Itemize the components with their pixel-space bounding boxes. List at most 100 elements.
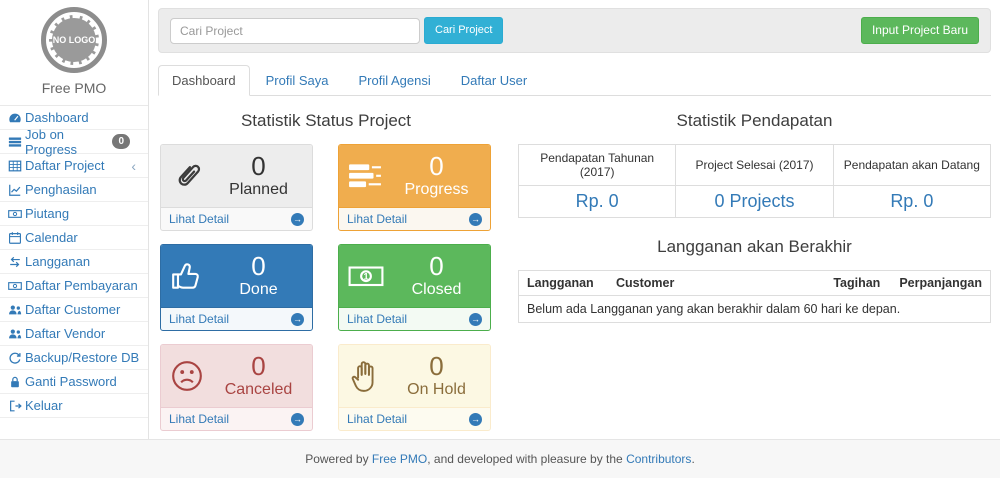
footer-text: , and developed with pleasure by the xyxy=(427,452,627,466)
sidebar-item-keluar[interactable]: Keluar xyxy=(0,394,148,418)
status-count: 0 xyxy=(251,251,266,282)
status-card-done: 0 Done Lihat Detail → xyxy=(160,244,313,332)
sidebar-item-daftar-pembayaran[interactable]: Daftar Pembayaran xyxy=(0,274,148,298)
column-header: Langganan xyxy=(517,270,608,297)
tab-daftar-user[interactable]: Daftar User xyxy=(460,73,528,89)
contributors-link[interactable]: Contributors xyxy=(626,452,692,466)
sidebar-item-langganan[interactable]: Langganan xyxy=(0,250,148,274)
sidebar-item-label: Daftar Pembayaran xyxy=(25,278,138,293)
status-card-planned: 0 Planned Lihat Detail → xyxy=(160,144,313,232)
sidebar-item-label: Daftar Project xyxy=(25,158,105,173)
status-card-canceled: 0 Canceled Lihat Detail → xyxy=(160,344,313,432)
income-section-title: Statistik Pendapatan xyxy=(676,111,833,131)
status-section: Statistik Status Project 0 Planned xyxy=(160,111,492,432)
sidebar-item-piutang[interactable]: Piutang xyxy=(0,202,148,226)
sidebar-item-backup-restore[interactable]: Backup/Restore DB xyxy=(0,346,148,370)
status-section-title: Statistik Status Project xyxy=(240,111,412,131)
subscription-section-title: Langganan akan Berakhir xyxy=(657,237,852,257)
no-logo-text: NO LOGO xyxy=(49,15,99,65)
footer-text: . xyxy=(691,452,695,466)
stat-header: Project Selesai (2017) xyxy=(675,144,834,187)
status-count: 0 xyxy=(429,151,444,182)
sidebar-menu: Dashboard Job on Progress 0 Daftar Proje… xyxy=(0,105,148,418)
status-count: 0 xyxy=(429,351,444,382)
status-count: 0 xyxy=(251,351,266,382)
sidebar-item-label: Calendar xyxy=(25,230,78,245)
arrow-circle-right-icon: → xyxy=(291,212,304,226)
sidebar-item-penghasilan[interactable]: Penghasilan xyxy=(0,178,148,202)
topbar: Cari Project Input Project Baru xyxy=(158,8,991,54)
search-button[interactable]: Cari Project xyxy=(424,17,504,45)
hand-icon xyxy=(348,359,392,393)
status-label: Closed xyxy=(411,281,462,299)
free-pmo-link[interactable]: Free PMO xyxy=(371,452,428,466)
column-header: Perpanjangan xyxy=(891,270,992,297)
status-label: Planned xyxy=(229,181,288,199)
brand-name: Free PMO xyxy=(41,80,107,96)
sidebar-item-label: Keluar xyxy=(25,398,63,413)
stat-header: Pendapatan Tahunan (2017) xyxy=(517,144,677,187)
arrow-circle-right-icon: → xyxy=(291,312,304,326)
no-logo-badge: NO LOGO xyxy=(41,7,107,73)
search-input[interactable] xyxy=(170,17,420,44)
sidebar-item-daftar-project[interactable]: Daftar Project ‹ xyxy=(0,154,148,178)
main-content: Cari Project Input Project Baru Dashboar… xyxy=(149,0,1000,439)
sidebar-item-calendar[interactable]: Calendar xyxy=(0,226,148,250)
empty-subscriptions-message: Belum ada Langganan yang akan berakhir d… xyxy=(518,295,991,324)
lock-icon xyxy=(8,375,25,389)
stat-value: 0 Projects xyxy=(675,185,834,219)
status-label: Canceled xyxy=(224,381,293,399)
table-icon xyxy=(8,159,25,173)
thumbs-up-icon xyxy=(170,259,214,293)
status-label: Done xyxy=(239,281,278,299)
sidebar-item-label: Backup/Restore DB xyxy=(25,350,140,365)
status-card-on-hold: 0 On Hold Lihat Detail → xyxy=(338,344,491,432)
column-header: Customer xyxy=(607,270,826,297)
new-project-button[interactable]: Input Project Baru xyxy=(860,17,979,44)
calendar-icon xyxy=(8,231,25,245)
sign-out-icon xyxy=(8,399,25,413)
tab-dashboard[interactable]: Dashboard xyxy=(158,65,250,97)
lihat-detail-link[interactable]: Lihat Detail → xyxy=(339,307,490,330)
sidebar-item-label: Job on Progress xyxy=(25,126,78,157)
chevron-left-icon: ‹ xyxy=(131,157,136,174)
sidebar-item-label: Langganan xyxy=(25,254,91,269)
users-icon xyxy=(8,303,25,317)
lihat-detail-link[interactable]: Lihat Detail → xyxy=(161,307,312,330)
footer-text: Powered by xyxy=(305,452,372,466)
status-cards: 0 Planned Lihat Detail → xyxy=(160,144,492,432)
money-icon xyxy=(8,207,25,221)
sidebar-item-label: Daftar Vendor xyxy=(25,326,106,341)
money-icon xyxy=(8,279,25,293)
status-card-closed: 1 0 Closed Lihat Detail → xyxy=(338,244,491,332)
line-chart-icon xyxy=(8,183,25,197)
exchange-icon xyxy=(8,255,25,269)
sidebar: NO LOGO Free PMO Dashboard Job on Progre… xyxy=(0,0,149,439)
lihat-detail-link[interactable]: Lihat Detail → xyxy=(161,407,312,430)
sidebar-item-dashboard[interactable]: Dashboard xyxy=(0,106,148,130)
stat-header: Pendapatan akan Datang xyxy=(832,144,992,187)
lihat-detail-link[interactable]: Lihat Detail → xyxy=(161,207,312,230)
stat-value: Rp. 0 xyxy=(517,185,677,219)
lihat-detail-link[interactable]: Lihat Detail → xyxy=(339,407,490,430)
lihat-detail-link[interactable]: Lihat Detail → xyxy=(339,207,490,230)
sidebar-item-daftar-customer[interactable]: Daftar Customer xyxy=(0,298,148,322)
sidebar-item-ganti-password[interactable]: Ganti Password xyxy=(0,370,148,394)
status-count: 0 xyxy=(429,251,444,282)
sidebar-item-job-on-progress[interactable]: Job on Progress 0 xyxy=(0,126,148,157)
refresh-icon xyxy=(8,351,25,365)
tasks-icon xyxy=(8,135,25,149)
sidebar-item-label: Ganti Password xyxy=(25,374,117,389)
dashboard-icon xyxy=(8,111,25,125)
sidebar-item-daftar-vendor[interactable]: Daftar Vendor xyxy=(0,322,148,346)
tab-profil-saya[interactable]: Profil Saya xyxy=(265,73,329,89)
job-count-badge: 0 xyxy=(112,134,130,149)
arrow-circle-right-icon: → xyxy=(291,412,304,426)
status-label: On Hold xyxy=(407,381,466,399)
stat-value: Rp. 0 xyxy=(832,185,992,219)
paperclip-icon xyxy=(170,158,214,194)
subscription-table: Langganan Customer Tagihan Perpanjangan … xyxy=(517,270,992,324)
income-section: Statistik Pendapatan Pendapatan Tahunan … xyxy=(492,111,992,431)
tab-profil-agensi[interactable]: Profil Agensi xyxy=(358,73,431,89)
users-icon xyxy=(8,327,25,341)
